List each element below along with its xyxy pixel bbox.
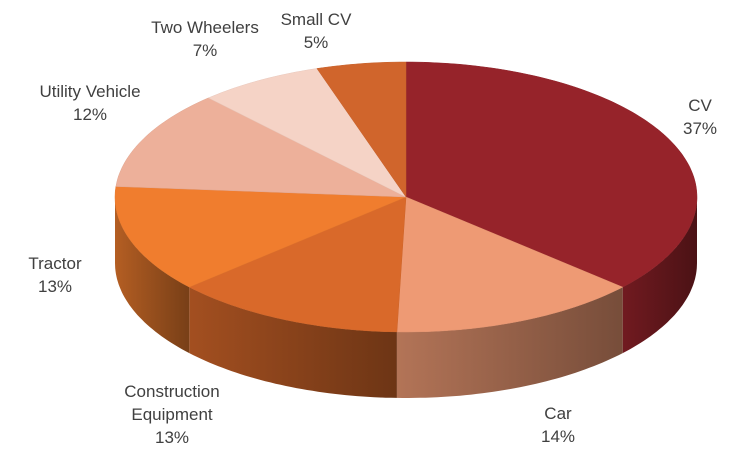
slice-label: Construction Equipment 13% [97,380,247,449]
slice-side [115,197,190,354]
category-label: Two Wheelers [151,18,259,37]
slice-side [622,197,697,354]
slice-label: Tractor 13% [5,252,105,298]
value-label: 13% [37,277,73,296]
value-label: 37% [682,119,718,138]
slice-label: Car 14% [518,402,598,448]
slice-label: Utility Vehicle 12% [10,80,170,126]
value-label: 13% [154,428,190,447]
slice [114,186,407,288]
slice-side [396,287,623,398]
category-label: Small CV [280,10,352,29]
slice-label: Small CV 5% [266,8,366,54]
slice-label: CV 37% [660,94,731,140]
slice-side [189,287,397,398]
category-label: Car [544,404,572,423]
slice [188,196,407,333]
slice [396,196,624,333]
category-label: CV [688,96,712,115]
value-label: 14% [540,427,576,446]
value-label: 7% [192,41,218,60]
category-label: Construction Equipment [124,382,220,424]
value-label: 5% [303,33,329,52]
slice [207,68,407,198]
slice [405,61,698,288]
slice [316,61,407,198]
slice-label: Two Wheelers 7% [125,16,285,62]
category-label: Utility Vehicle [39,82,141,101]
value-label: 12% [72,105,108,124]
category-label: Tractor [28,254,82,273]
slice [115,97,407,198]
